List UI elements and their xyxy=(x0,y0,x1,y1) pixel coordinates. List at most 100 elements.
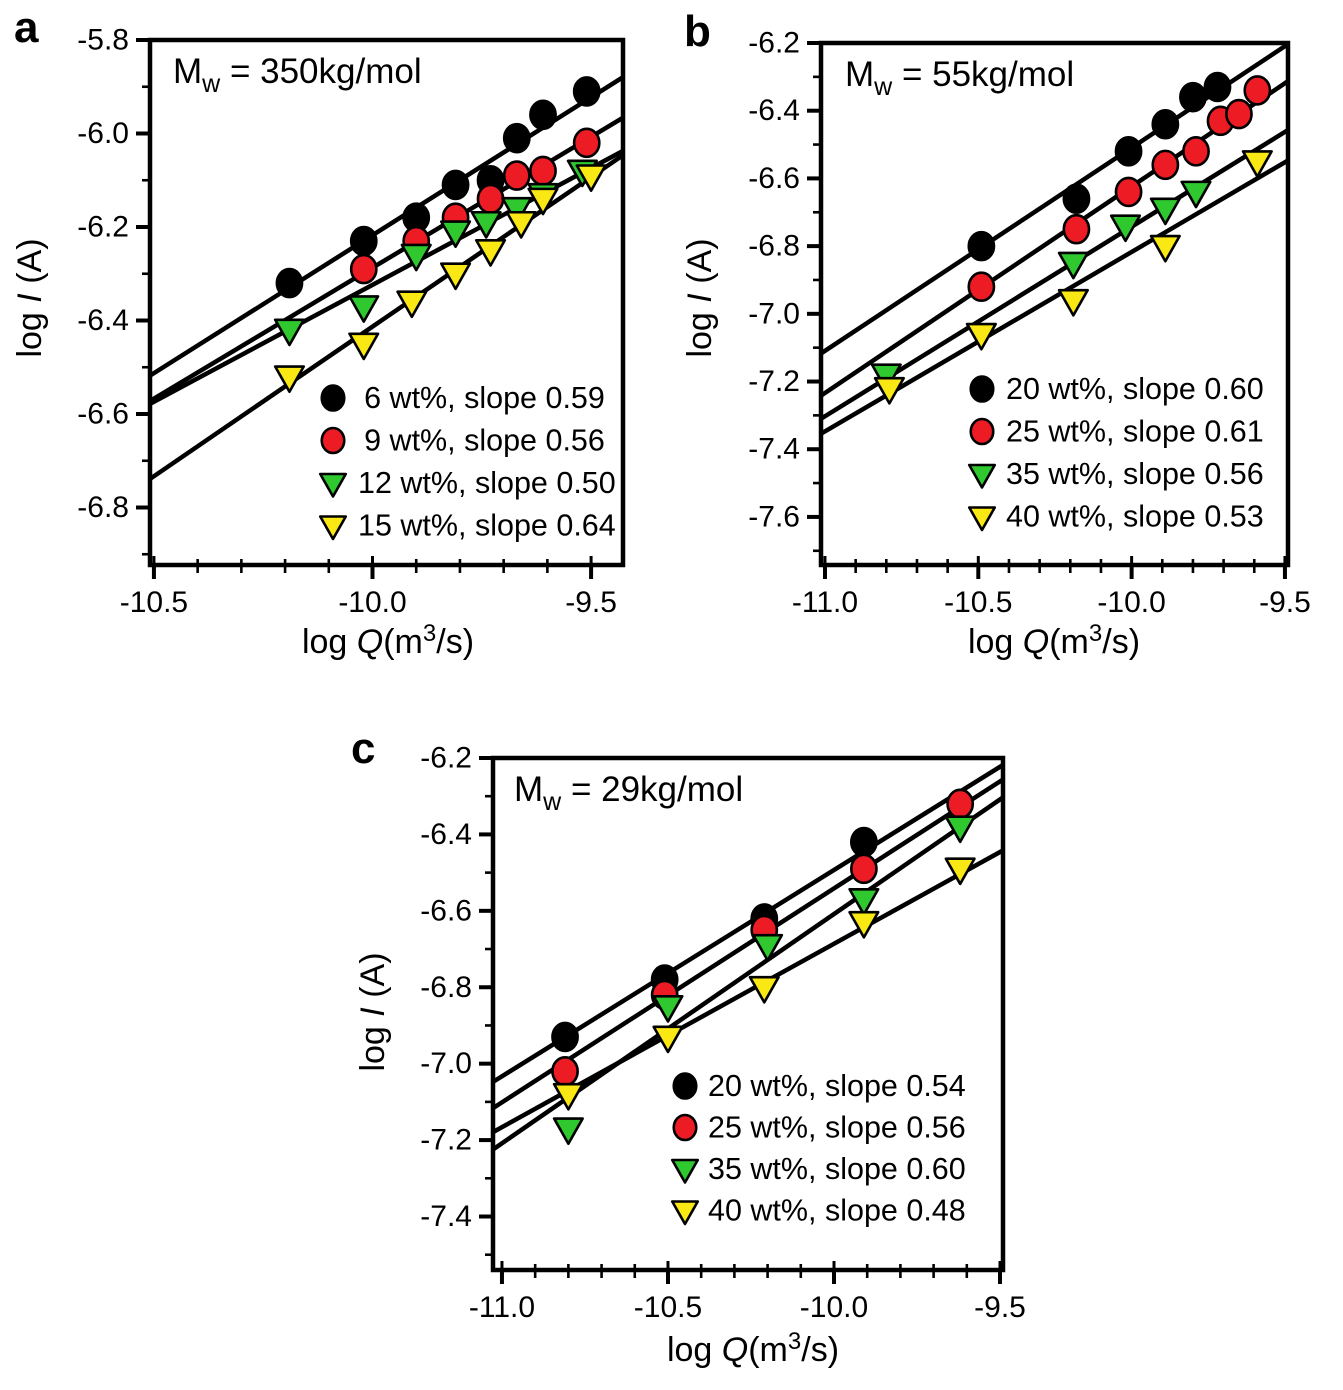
series-20-wt xyxy=(551,826,878,1053)
marker-25-wt xyxy=(1151,149,1180,181)
marker-15-wt xyxy=(439,262,472,291)
legend-label-40-wt: 40 wt%, slope 0.48 xyxy=(708,1194,966,1228)
y-tick-label: -6.2 xyxy=(420,742,472,775)
marker-35-wt xyxy=(1180,180,1212,209)
legend-marker-35-wt xyxy=(670,1158,700,1184)
marker-25-wt xyxy=(1243,75,1272,106)
xlabel-log: log xyxy=(301,623,357,661)
panel-b-plot: -11.0 -10.5 -10.0 -9.5 -6.2 -6.4 -6.6 -6.8 -7.0 -… xyxy=(748,27,1310,619)
title-rest: = 350kg/mol xyxy=(220,52,422,91)
panel-c-letter: c xyxy=(351,724,376,773)
y-tick-label: -6.4 xyxy=(748,94,800,127)
fit-lines xyxy=(493,763,1003,1152)
legend-marker-15-wt xyxy=(318,515,348,541)
legend-label-20-wt: 20 wt%, slope 0.54 xyxy=(708,1069,966,1103)
legend-label-35-wt: 35 wt%, slope 0.56 xyxy=(1006,457,1264,491)
panel-c-title: Mw = 29kg/mol xyxy=(514,772,743,815)
series-40-wt xyxy=(552,857,976,1111)
plot-border xyxy=(490,755,1006,1273)
marker-25-wt xyxy=(1182,136,1210,167)
marker-35-wt xyxy=(944,815,976,844)
marker-40-wt xyxy=(944,857,976,886)
y-tick-label: -6.2 xyxy=(77,210,129,243)
series-40-wt xyxy=(873,150,1273,405)
xlabel-post: /s) xyxy=(801,1331,840,1369)
title-rest: = 55kg/mol xyxy=(892,55,1075,94)
legend: 20 wt%, slope 0.60 25 wt%, slope 0.61 35 w… xyxy=(967,372,1264,534)
title-subscript: w xyxy=(202,70,221,98)
marker-20-wt xyxy=(1062,183,1091,215)
marker-40-wt xyxy=(848,910,880,939)
legend-label-20-wt: 20 wt%, slope 0.60 xyxy=(1006,372,1264,406)
marker-15-wt xyxy=(348,332,380,361)
panel-a-plot: -10.5 -10.0 -9.5 -5.8 -6.0 -6.2 -6.4 -6.6 -6.8 6… xyxy=(77,24,626,619)
marker-15-wt xyxy=(273,365,306,394)
panel-b-xlabel: log Q(m3/s) xyxy=(894,620,1214,661)
marker-35-wt xyxy=(752,933,784,962)
marker-6-wt xyxy=(502,122,531,154)
x-tick-label: -10.5 xyxy=(120,586,188,619)
plot-border xyxy=(147,37,626,568)
marker-15-wt xyxy=(527,187,559,216)
xlabel-post: /s) xyxy=(1102,623,1141,661)
marker-15-wt xyxy=(474,238,507,267)
legend-label-15-wt: 15 wt%, slope 0.64 xyxy=(358,509,616,543)
y-tick-label: -6.0 xyxy=(77,117,129,150)
panel-a-ylabel: log I (A) xyxy=(11,238,49,358)
marker-9-wt xyxy=(529,155,557,187)
x-tick-label: -10.0 xyxy=(800,1291,868,1324)
marker-6-wt xyxy=(275,267,304,299)
legend-label-9-wt: 9 wt%, slope 0.56 xyxy=(358,424,605,458)
x-tick-label: -10.0 xyxy=(1097,586,1165,619)
marker-25-wt xyxy=(1062,213,1091,245)
xlabel-q: Q xyxy=(356,623,384,661)
legend: 6 wt%, slope 0.59 9 wt%, slope 0.56 12 wt… xyxy=(318,381,616,543)
x-tick-label: -9.5 xyxy=(565,586,617,619)
panel-a-xlabel: log Q(m3/s) xyxy=(228,620,548,661)
panel-b-letter: b xyxy=(684,7,711,56)
marker-35-wt xyxy=(652,994,684,1023)
marker-12-wt xyxy=(348,295,380,323)
legend: 20 wt%, slope 0.54 25 wt%, slope 0.56 35 w… xyxy=(670,1069,966,1228)
y-tick-label: -6.6 xyxy=(77,397,129,430)
marker-20-wt xyxy=(967,230,996,262)
y-tick-label: -7.0 xyxy=(748,297,800,330)
marker-12-wt xyxy=(439,220,472,249)
x-tick-label: -11.0 xyxy=(469,1291,535,1324)
y-tick-label: -6.6 xyxy=(420,894,472,927)
xlabel-superscript: 3 xyxy=(1088,620,1103,647)
marker-40-wt xyxy=(965,322,997,351)
title-subscript: w xyxy=(543,788,562,816)
xlabel-log: log xyxy=(967,623,1023,661)
marker-20-wt xyxy=(1151,108,1180,140)
marker-40-wt xyxy=(652,1025,684,1054)
marker-20-wt xyxy=(1203,71,1232,103)
ylabel-i: I xyxy=(354,1007,392,1017)
marker-20-wt xyxy=(1114,136,1143,167)
legend-label-25-wt: 25 wt%, slope 0.61 xyxy=(1006,415,1264,449)
xlabel-superscript: 3 xyxy=(422,620,437,647)
marker-40-wt xyxy=(748,975,780,1004)
legend-marker-35-wt xyxy=(967,463,997,489)
marker-9-wt xyxy=(572,127,601,159)
legend-label-6-wt: 6 wt%, slope 0.59 xyxy=(358,381,605,415)
title-rest: = 29kg/mol xyxy=(561,770,744,809)
ylabel-log: log xyxy=(11,302,49,358)
marker-12-wt xyxy=(501,196,533,225)
y-tick-label: -6.2 xyxy=(748,27,800,60)
marker-40-wt xyxy=(1149,234,1181,263)
y-tick-label: -7.0 xyxy=(420,1047,472,1080)
legend-marker-12-wt xyxy=(318,472,348,498)
series-20-wt xyxy=(967,71,1232,262)
marker-40-wt xyxy=(552,1082,584,1111)
fit-line-20-wt xyxy=(493,763,1003,1084)
title-base: M xyxy=(514,770,544,809)
marker-35-wt xyxy=(1149,197,1181,226)
panel-b-title: Mw = 55kg/mol xyxy=(845,57,1074,100)
legend-label-25-wt: 25 wt%, slope 0.56 xyxy=(708,1111,966,1145)
marker-25-wt xyxy=(849,853,878,885)
series-9-wt xyxy=(349,127,601,285)
marker-25-wt xyxy=(946,788,975,820)
ylabel-log: log xyxy=(354,1016,392,1072)
